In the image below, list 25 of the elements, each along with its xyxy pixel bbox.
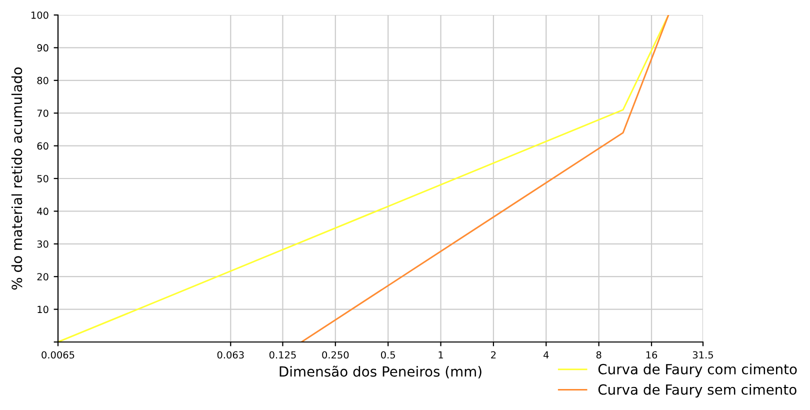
y-tick-label: 20 <box>37 273 48 280</box>
y-tick-label: 100 <box>31 11 48 19</box>
y-tick-label: 90 <box>37 44 48 52</box>
x-tick-label: 31.5 <box>692 351 713 359</box>
x-tick-label: 0.063 <box>217 351 244 359</box>
y-tick-label: 10 <box>38 306 48 314</box>
x-tick-label: 2 <box>491 351 496 358</box>
x-tick-label: 0.125 <box>269 351 296 359</box>
x-tick-label: 0.5 <box>381 351 395 359</box>
y-tick-label: 30 <box>37 240 48 248</box>
x-tick-label: 0.0065 <box>42 351 74 359</box>
x-tick-label: 1 <box>438 351 443 358</box>
y-tick-label: 60 <box>37 142 48 150</box>
y-tick-label: 50 <box>37 174 48 182</box>
x-tick-label: 4 <box>544 351 549 358</box>
x-tick-label: 0.250 <box>322 351 349 359</box>
legend-label: Curva de Faury com cimento <box>598 364 797 378</box>
y-tick-label: 70 <box>37 110 48 117</box>
y-tick-label: 80 <box>37 76 48 84</box>
x-tick-label: 8 <box>596 351 602 359</box>
y-axis-title: % do material retido acumulado <box>11 67 22 290</box>
legend-label: Curva de Faury sem cimento <box>598 384 796 398</box>
y-tick-label: 40 <box>37 208 48 216</box>
x-axis-title: Dimensão dos Peneiros (mm) <box>280 366 482 378</box>
x-tick-label: 16 <box>646 351 658 359</box>
